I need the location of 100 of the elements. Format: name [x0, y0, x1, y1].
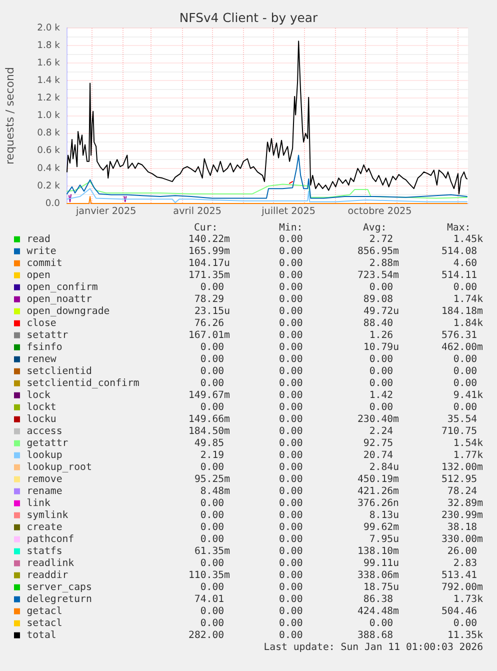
- text: 0.00: [453, 402, 478, 413]
- text: 74.01: [194, 594, 224, 605]
- text: 2.83: [453, 558, 478, 569]
- text: 0.00: [279, 534, 303, 545]
- legend-label: total: [26, 630, 56, 641]
- legend-label: renew: [26, 354, 56, 365]
- y-tick-label: 1.4 k: [37, 75, 61, 86]
- text: 0.00: [279, 546, 303, 557]
- legend-label: close: [26, 318, 56, 329]
- text: 76.26: [194, 318, 224, 329]
- text: 110.35m: [188, 570, 230, 581]
- text: 421.26m: [358, 486, 400, 497]
- legend-label: open_downgrade: [26, 306, 110, 317]
- text: 1.73k: [453, 594, 484, 605]
- y-axis-title: requests / second: [3, 67, 16, 164]
- legend-label: open_noattr: [26, 294, 92, 305]
- text: 0.00: [279, 618, 303, 629]
- text: 49.72u: [363, 306, 400, 317]
- text: 184.18m: [442, 306, 484, 317]
- text: 0.00: [369, 282, 394, 293]
- text: 0.00: [279, 414, 303, 425]
- text: 513.41: [442, 570, 478, 581]
- x-tick-label: janvier 2025: [74, 206, 136, 217]
- legend-label: setattr: [26, 330, 68, 341]
- text: 0.00: [200, 402, 224, 413]
- legend-label: setacl: [26, 618, 62, 629]
- legend-label: delegreturn: [26, 594, 92, 605]
- text: 78.29: [194, 294, 224, 305]
- text: 0.00: [453, 618, 478, 629]
- text: 0.00: [279, 498, 303, 509]
- text: 512.95: [442, 474, 478, 485]
- y-tick-label: 1.2 k: [37, 92, 61, 104]
- text: 0.00: [279, 234, 303, 245]
- text: 424.48m: [358, 606, 400, 617]
- legend-label: getacl: [26, 606, 62, 617]
- legend-label: server_caps: [26, 582, 92, 593]
- legend-label: read: [26, 234, 50, 245]
- text: 8.48m: [200, 486, 230, 497]
- text: 0.00: [200, 354, 224, 365]
- text: 0.00: [279, 462, 303, 473]
- text: 282.00: [188, 630, 224, 641]
- text: 462.00m: [442, 342, 484, 353]
- text: 35.54: [447, 414, 478, 425]
- legend-label: remove: [26, 474, 62, 485]
- y-tick-label: 2.0 k: [37, 22, 61, 34]
- x-tick-label: avril 2025: [173, 206, 222, 217]
- text: 2.84u: [369, 462, 400, 473]
- text: 88.40: [363, 318, 394, 329]
- text: 0.00: [279, 558, 303, 569]
- text: 0.00: [279, 438, 303, 449]
- legend-label: getattr: [26, 438, 68, 449]
- text: 0.00: [279, 510, 303, 521]
- text: 0.00: [279, 474, 303, 485]
- legend-label: fsinfo: [26, 342, 62, 353]
- text: 149.66m: [188, 414, 230, 425]
- text: 0.00: [369, 366, 394, 377]
- text: 149.67m: [188, 390, 230, 401]
- text: 0.00: [200, 342, 224, 353]
- text: 2.88m: [369, 258, 400, 269]
- text: 0.00: [279, 630, 303, 641]
- y-tick-label: 0.0: [45, 198, 60, 209]
- text: 38.18: [447, 522, 478, 533]
- text: 0.00: [453, 282, 478, 293]
- text: Max:: [447, 222, 471, 234]
- y-tick-label: 0.6 k: [37, 145, 61, 156]
- text: 140.22m: [188, 234, 230, 245]
- text: 0.00: [279, 450, 303, 461]
- text: 0.00: [279, 318, 303, 329]
- legend-label: statfs: [26, 546, 62, 557]
- text: 1.54k: [453, 438, 484, 449]
- text: 49.85: [194, 438, 224, 449]
- text: 0.00: [279, 342, 303, 353]
- legend-label: write: [26, 246, 56, 257]
- text: 0.00: [279, 570, 303, 581]
- text: 856.95m: [358, 246, 400, 257]
- text: 9.41k: [453, 390, 484, 401]
- legend-label: open: [26, 270, 50, 281]
- y-tick-label: 1.0 k: [37, 110, 61, 122]
- legend-label: open_confirm: [26, 282, 98, 293]
- text: 2.72: [369, 234, 394, 245]
- text: 0.00: [279, 606, 303, 617]
- text: 23.15u: [194, 306, 230, 317]
- text: 0.00: [369, 354, 394, 365]
- text: 61.35m: [194, 546, 230, 557]
- text: 0.00: [279, 390, 303, 401]
- text: 514.11: [442, 270, 478, 281]
- text: 99.62m: [363, 522, 400, 533]
- x-tick-label: octobre 2025: [348, 206, 412, 217]
- text: 710.75: [442, 426, 478, 437]
- text: 0.00: [279, 270, 303, 281]
- text: 0.00: [279, 402, 303, 413]
- text: 0.00: [279, 294, 303, 305]
- text: 0.00: [453, 366, 478, 377]
- text: 0.00: [200, 462, 224, 473]
- text: 0.00: [369, 378, 394, 389]
- text: 2.19: [200, 450, 224, 461]
- text: Last update: Sun Jan 11 01:00:03 2026: [264, 642, 484, 653]
- text: 1.45k: [453, 234, 484, 245]
- text: 0.00: [279, 282, 303, 293]
- text: 26.00: [447, 546, 478, 557]
